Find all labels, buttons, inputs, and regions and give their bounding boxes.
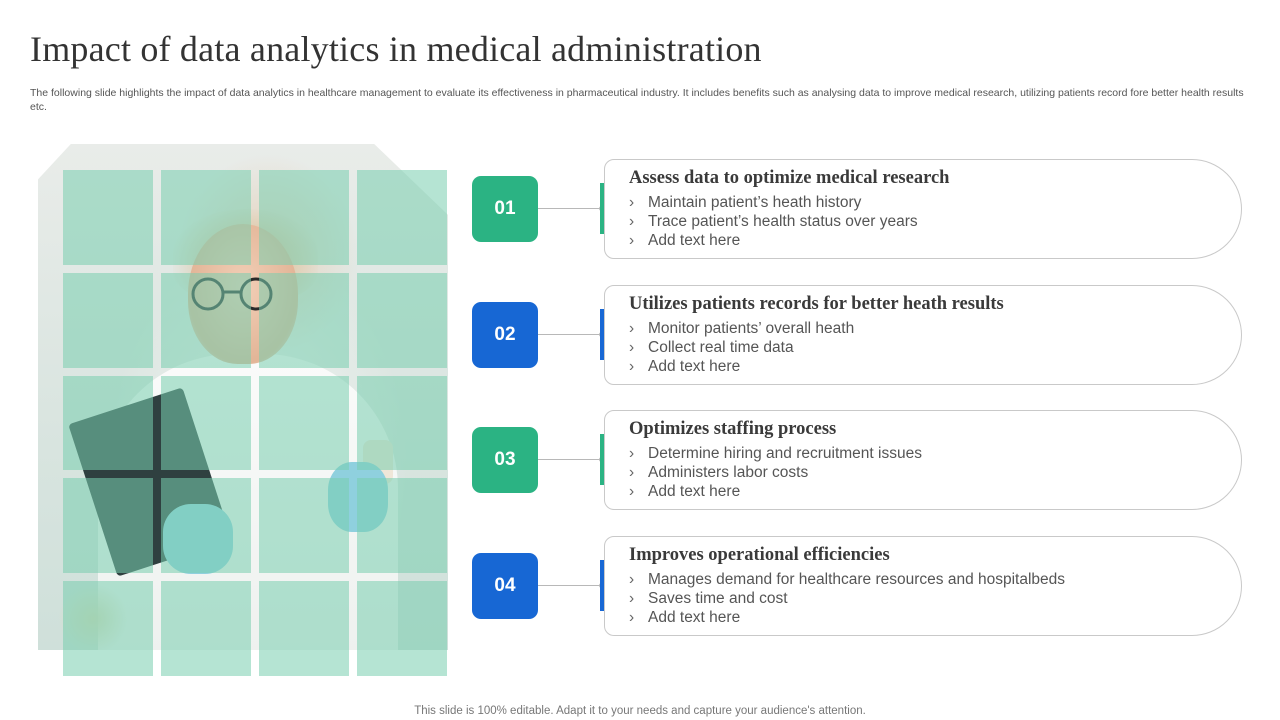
benefit-item: 04 Improves operational efficiencies › Ma… — [472, 536, 1244, 638]
grid-cell — [63, 375, 153, 471]
bullet-point: › Manages demand for healthcare resources… — [629, 570, 1065, 589]
chevron-right-icon: › — [629, 609, 635, 626]
item-bullet-list: › Manages demand for healthcare resources… — [629, 570, 1065, 627]
chevron-right-icon: › — [629, 445, 635, 462]
grid-cell — [357, 170, 447, 265]
grid-cell — [357, 272, 447, 368]
benefit-item: 02 Utilizes patients records for better … — [472, 285, 1244, 387]
chevron-right-icon: › — [629, 358, 635, 375]
connector-line — [538, 334, 601, 335]
bullet-point: › Saves time and cost — [629, 589, 1065, 608]
grid-cell — [259, 272, 349, 368]
chevron-right-icon: › — [629, 320, 635, 337]
item-number-badge: 01 — [472, 176, 538, 242]
connector-line — [538, 585, 601, 586]
chevron-right-icon: › — [629, 213, 635, 230]
bullet-point: › Monitor patients’ overall heath — [629, 319, 854, 338]
grid-cell — [357, 581, 447, 676]
grid-cell — [161, 581, 251, 676]
connector-line — [538, 459, 601, 460]
grid-cell — [161, 478, 251, 574]
slide-subtitle: The following slide highlights the impac… — [30, 87, 1244, 113]
bullet-text: Manages demand for healthcare resources … — [648, 571, 1066, 588]
bullet-point: › Determine hiring and recruitment issues — [629, 444, 922, 463]
bullet-point: › Maintain patient’s heath history — [629, 193, 918, 212]
bullet-point: › Add text here — [629, 357, 854, 376]
bullet-point: › Add text here — [629, 608, 1065, 627]
grid-cell — [63, 581, 153, 676]
grid-cell — [63, 272, 153, 368]
bullet-text: Determine hiring and recruitment issues — [648, 445, 922, 462]
bullet-text: Trace patient’s health status over years — [648, 213, 918, 230]
bullet-point: › Trace patient’s health status over year… — [629, 212, 918, 231]
item-bullet-list: › Maintain patient’s heath history › Trace… — [629, 193, 918, 250]
accent-bar — [600, 183, 604, 234]
chevron-right-icon: › — [629, 194, 635, 211]
item-heading: Improves operational efficiencies — [629, 545, 890, 565]
grid-cell — [63, 170, 153, 265]
grid-cell — [357, 375, 447, 471]
grid-cell — [259, 581, 349, 676]
bullet-text: Monitor patients’ overall heath — [648, 320, 855, 337]
chevron-right-icon: › — [629, 590, 635, 607]
item-bullet-list: › Monitor patients’ overall heath › Collec… — [629, 319, 854, 376]
item-number-badge: 02 — [472, 302, 538, 368]
bullet-text: Add text here — [648, 232, 741, 249]
grid-cell — [161, 272, 251, 368]
chevron-right-icon: › — [629, 464, 635, 481]
grid-cell — [259, 170, 349, 265]
grid-cell — [161, 375, 251, 471]
chevron-right-icon: › — [629, 232, 635, 249]
bullet-text: Add text here — [648, 483, 741, 500]
item-card: Assess data to optimize medical research… — [604, 159, 1242, 259]
slide-title: Impact of data analytics in medical admi… — [30, 29, 762, 69]
accent-bar — [600, 434, 604, 485]
benefit-item: 03 Optimizes staffing process › Determine… — [472, 410, 1244, 512]
bullet-text: Collect real time data — [648, 339, 794, 356]
grid-cell — [357, 478, 447, 574]
item-card: Optimizes staffing process › Determine hi… — [604, 410, 1242, 510]
item-heading: Optimizes staffing process — [629, 419, 837, 439]
bullet-text: Add text here — [648, 358, 741, 375]
item-heading: Utilizes patients records for better hea… — [629, 294, 1004, 314]
item-number-badge: 03 — [472, 427, 538, 493]
accent-bar — [600, 309, 604, 360]
item-number-badge: 04 — [472, 553, 538, 619]
bullet-text: Add text here — [648, 609, 741, 626]
grid-overlay — [63, 170, 447, 676]
bullet-point: › Administers labor costs — [629, 463, 922, 482]
grid-cell — [63, 478, 153, 574]
bullet-text: Maintain patient’s heath history — [648, 194, 862, 211]
bullet-text: Administers labor costs — [648, 464, 809, 481]
item-heading: Assess data to optimize medical research — [629, 168, 950, 188]
bullet-point: › Add text here — [629, 482, 922, 501]
item-card: Improves operational efficiencies › Manag… — [604, 536, 1242, 636]
chevron-right-icon: › — [629, 483, 635, 500]
footer-note: This slide is 100% editable. Adapt it to… — [414, 705, 866, 717]
chevron-right-icon: › — [629, 571, 635, 588]
accent-bar — [600, 560, 604, 611]
bullet-point: › Collect real time data — [629, 338, 854, 357]
connector-line — [538, 208, 601, 209]
item-card: Utilizes patients records for better hea… — [604, 285, 1242, 385]
item-bullet-list: › Determine hiring and recruitment issues… — [629, 444, 922, 501]
grid-cell — [259, 375, 349, 471]
bullet-point: › Add text here — [629, 231, 918, 250]
bullet-text: Saves time and cost — [648, 590, 788, 607]
benefit-item: 01 Assess data to optimize medical resea… — [472, 159, 1244, 261]
chevron-right-icon: › — [629, 339, 635, 356]
grid-cell — [161, 170, 251, 265]
grid-cell — [259, 478, 349, 574]
